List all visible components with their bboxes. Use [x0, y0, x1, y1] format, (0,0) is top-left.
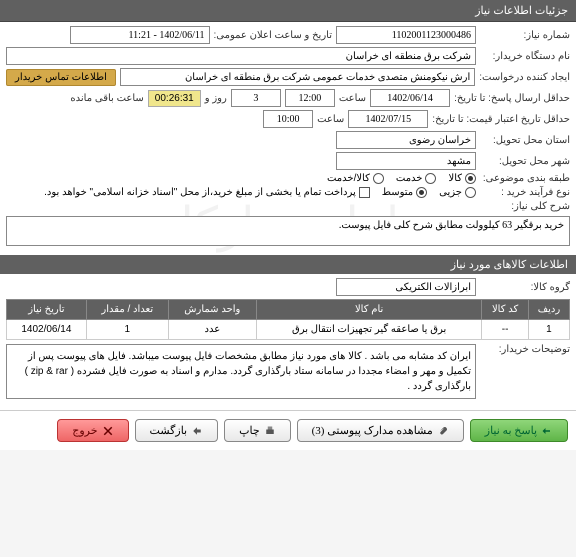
- countdown-box: 00:26:31: [148, 90, 201, 107]
- goods-section-title: اطلاعات کالاهای مورد نیاز: [0, 255, 576, 274]
- days-left-input: [231, 89, 281, 107]
- proc-note-text: پرداخت تمام یا بخشی از مبلغ خرید،از محل …: [44, 187, 356, 198]
- topic-both-radio[interactable]: کالا/خدمت: [327, 173, 384, 184]
- panel-header: جزئیات اطلاعات نیاز: [0, 0, 576, 22]
- th-row: ردیف: [528, 300, 569, 320]
- summary-label: شرح کلی نیاز:: [480, 201, 570, 212]
- attachment-icon: [437, 425, 449, 437]
- radio-dot-icon: [416, 187, 427, 198]
- process-label: نوع فرآیند خرید :: [480, 187, 570, 198]
- topic-kala-text: کالا: [448, 173, 462, 184]
- summary-textarea[interactable]: خرید برقگیر 63 کیلوولت مطابق شرح کلی فای…: [6, 216, 570, 246]
- saat-label-1: ساعت: [339, 93, 366, 104]
- td-code: --: [482, 320, 529, 340]
- days-left-label: روز و: [205, 93, 227, 104]
- table-row[interactable]: 1 -- برق یا صاعقه گیر تجهیزات انتقال برق…: [7, 320, 570, 340]
- exit-button-label: خروج: [72, 424, 97, 437]
- proc-small-radio[interactable]: جزیی: [439, 187, 476, 198]
- print-button[interactable]: چاپ: [224, 419, 291, 442]
- province-input[interactable]: [336, 131, 476, 149]
- reply-date-input[interactable]: [370, 89, 450, 107]
- proc-note-cb[interactable]: پرداخت تمام یا بخشی از مبلغ خرید،از محل …: [44, 187, 370, 198]
- pub-date-label: تاریخ و ساعت اعلان عمومی:: [214, 30, 333, 41]
- requester-label: ایجاد کننده درخواست:: [479, 72, 570, 83]
- exit-button[interactable]: خروج: [57, 419, 128, 442]
- pub-date-input[interactable]: [70, 26, 210, 44]
- th-date: تاریخ نیاز: [7, 300, 87, 320]
- proc-small-text: جزیی: [439, 187, 462, 198]
- reply-time-input[interactable]: [285, 89, 335, 107]
- buyer-notes-label: توضیحات خریدار:: [480, 344, 570, 355]
- topic-label: طبقه بندی موضوعی:: [480, 173, 570, 184]
- city-label: شهر محل تحویل:: [480, 156, 570, 167]
- reply-icon: [541, 425, 553, 437]
- contact-badge[interactable]: اطلاعات تماس خریدار: [6, 69, 116, 86]
- validity-time-input[interactable]: [263, 110, 313, 128]
- radio-dot-icon: [373, 173, 384, 184]
- radio-dot-icon: [425, 173, 436, 184]
- td-unit: عدد: [168, 320, 256, 340]
- proc-med-radio[interactable]: متوسط: [382, 187, 427, 198]
- topic-khadmat-radio[interactable]: خدمت: [396, 173, 437, 184]
- print-icon: [264, 425, 276, 437]
- th-unit: واحد شمارش: [168, 300, 256, 320]
- saat-label-2: ساعت: [317, 114, 344, 125]
- exit-icon: [102, 425, 114, 437]
- countdown-label: ساعت باقی مانده: [70, 93, 143, 104]
- buyer-notes-box: ایران کد مشابه می باشد . کالا های مورد ن…: [6, 344, 476, 399]
- back-button[interactable]: بازگشت: [135, 419, 219, 442]
- buyer-label: نام دستگاه خریدار:: [480, 51, 570, 62]
- group-label: گروه کالا:: [480, 282, 570, 293]
- province-label: استان محل تحویل:: [480, 135, 570, 146]
- topic-kala-radio[interactable]: کالا: [448, 173, 476, 184]
- reply-deadline-label: حداقل ارسال پاسخ: تا تاریخ:: [454, 93, 570, 104]
- proc-med-text: متوسط: [382, 187, 413, 198]
- print-button-label: چاپ: [239, 424, 260, 437]
- radio-dot-icon: [465, 187, 476, 198]
- radio-dot-icon: [465, 173, 476, 184]
- city-input[interactable]: [336, 152, 476, 170]
- back-icon: [191, 425, 203, 437]
- validity-label: حداقل تاریخ اعتبار قیمت: تا تاریخ:: [432, 114, 570, 125]
- goods-table: ردیف کد کالا نام کالا واحد شمارش تعداد /…: [6, 299, 570, 340]
- req-no-label: شماره نیاز:: [480, 30, 570, 41]
- td-name: برق یا صاعقه گیر تجهیزات انتقال برق: [256, 320, 481, 340]
- requester-input[interactable]: [120, 68, 475, 86]
- button-row: پاسخ به نیاز مشاهده مدارک پیوستی (3) چاپ…: [0, 410, 576, 450]
- group-input[interactable]: [336, 278, 476, 296]
- attachments-button-label: مشاهده مدارک پیوستی (3): [312, 424, 433, 437]
- topic-khadmat-text: خدمت: [396, 173, 423, 184]
- req-no-input[interactable]: [336, 26, 476, 44]
- td-date: 1402/06/14: [7, 320, 87, 340]
- back-button-label: بازگشت: [150, 424, 188, 437]
- reply-button-label: پاسخ به نیاز: [485, 424, 537, 437]
- td-qty: 1: [86, 320, 168, 340]
- th-name: نام کالا: [256, 300, 481, 320]
- reply-button[interactable]: پاسخ به نیاز: [470, 419, 568, 442]
- buyer-input[interactable]: [6, 47, 476, 65]
- checkbox-icon: [359, 187, 370, 198]
- topic-both-text: کالا/خدمت: [327, 173, 370, 184]
- th-qty: تعداد / مقدار: [86, 300, 168, 320]
- attachments-button[interactable]: مشاهده مدارک پیوستی (3): [297, 419, 464, 442]
- td-row: 1: [528, 320, 569, 340]
- th-code: کد کالا: [482, 300, 529, 320]
- validity-date-input[interactable]: [348, 110, 428, 128]
